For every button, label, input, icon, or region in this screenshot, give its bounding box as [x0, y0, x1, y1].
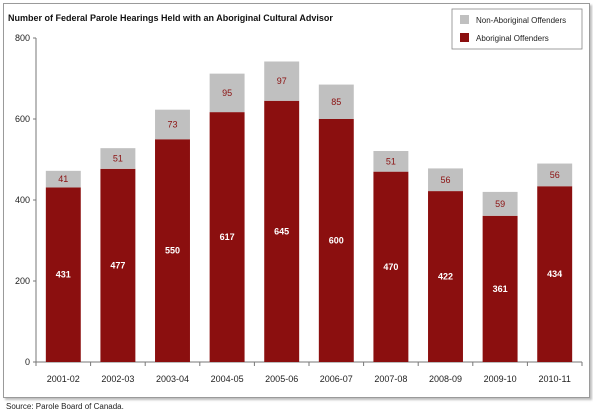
data-label-aboriginal: 361 — [493, 284, 508, 294]
bar-aboriginal — [537, 186, 573, 362]
data-label-aboriginal: 434 — [547, 269, 562, 279]
data-label-non-aboriginal: 97 — [277, 76, 287, 86]
data-label-aboriginal: 422 — [438, 272, 453, 282]
data-label-aboriginal: 477 — [110, 260, 125, 270]
x-tick-label: 2005-06 — [265, 374, 298, 384]
y-tick-label: 800 — [15, 33, 30, 43]
legend-label-non-aboriginal: Non-Aboriginal Offenders — [476, 16, 566, 25]
bar-aboriginal — [482, 215, 518, 362]
bar-aboriginal — [209, 112, 245, 363]
bar-non-aboriginal — [45, 170, 81, 188]
x-tick-label: 2010-11 — [539, 374, 571, 384]
data-label-aboriginal: 550 — [165, 246, 180, 256]
x-tick-label: 2004-05 — [211, 374, 244, 384]
bar-non-aboriginal — [373, 150, 409, 172]
bar-non-aboriginal — [482, 191, 518, 216]
legend: Non-Aboriginal Offenders Aboriginal Offe… — [451, 8, 583, 50]
bar-aboriginal — [428, 191, 463, 362]
y-axis-ticks: 0 200 400 600 800 — [15, 33, 36, 367]
bar-non-aboriginal — [264, 61, 300, 101]
data-label-aboriginal: 617 — [220, 232, 235, 242]
x-tick-label: 2002-03 — [101, 374, 134, 384]
bar-non-aboriginal — [155, 109, 190, 140]
stacked-bar-chart: 0 200 400 600 800 431 41 477 51 550 73 617 95 645 97 6… — [15, 8, 583, 384]
data-label-non-aboriginal: 73 — [167, 119, 177, 129]
y-tick-label: 400 — [15, 195, 30, 205]
x-tick-label: 2003-04 — [156, 374, 189, 384]
bar-non-aboriginal — [100, 148, 136, 169]
x-tick-label: 2009-10 — [484, 374, 517, 384]
bar-aboriginal — [373, 171, 409, 362]
x-axis-ticks: 2001-02 2002-03 2003-04 2004-05 2005-06 2006-… — [35, 362, 583, 384]
data-label-aboriginal: 600 — [329, 236, 344, 246]
x-tick-label: 2008-09 — [429, 374, 462, 384]
data-label-non-aboriginal: 59 — [495, 199, 505, 209]
bar-aboriginal — [100, 168, 136, 362]
data-label-aboriginal: 645 — [274, 226, 289, 236]
bar-aboriginal — [45, 187, 81, 362]
data-label-non-aboriginal: 51 — [386, 156, 396, 166]
x-tick-label: 2001-02 — [47, 374, 80, 384]
data-label-non-aboriginal: 56 — [440, 175, 450, 185]
legend-swatch-non-aboriginal — [460, 15, 469, 24]
y-tick-label: 0 — [25, 357, 30, 367]
y-tick-label: 600 — [15, 114, 30, 124]
bar-aboriginal — [155, 139, 190, 362]
data-label-non-aboriginal: 41 — [58, 174, 68, 184]
data-label-non-aboriginal: 85 — [331, 97, 341, 107]
bar-non-aboriginal — [428, 168, 463, 192]
x-tick-label: 2006-07 — [320, 374, 353, 384]
data-label-non-aboriginal: 56 — [550, 170, 560, 180]
bar-aboriginal — [264, 100, 300, 363]
bar-aboriginal — [318, 119, 354, 362]
y-tick-label: 200 — [15, 276, 30, 286]
bar-non-aboriginal — [537, 163, 573, 187]
bars: 431 41 477 51 550 73 617 95 645 97 600 85 470 51 422 56… — [45, 61, 573, 363]
legend-box — [451, 8, 583, 50]
data-label-non-aboriginal: 51 — [113, 153, 123, 163]
data-label-aboriginal: 470 — [383, 262, 398, 272]
legend-label-aboriginal: Aboriginal Offenders — [476, 34, 549, 43]
x-tick-label: 2007-08 — [374, 374, 407, 384]
bar-non-aboriginal — [318, 84, 354, 119]
data-label-aboriginal: 431 — [56, 270, 71, 280]
legend-swatch-aboriginal — [460, 33, 469, 42]
source-note: Source: Parole Board of Canada. — [6, 402, 124, 411]
chart-title: Number of Federal Parole Hearings Held w… — [8, 13, 333, 23]
bar-non-aboriginal — [209, 73, 245, 113]
data-label-non-aboriginal: 95 — [222, 88, 232, 98]
